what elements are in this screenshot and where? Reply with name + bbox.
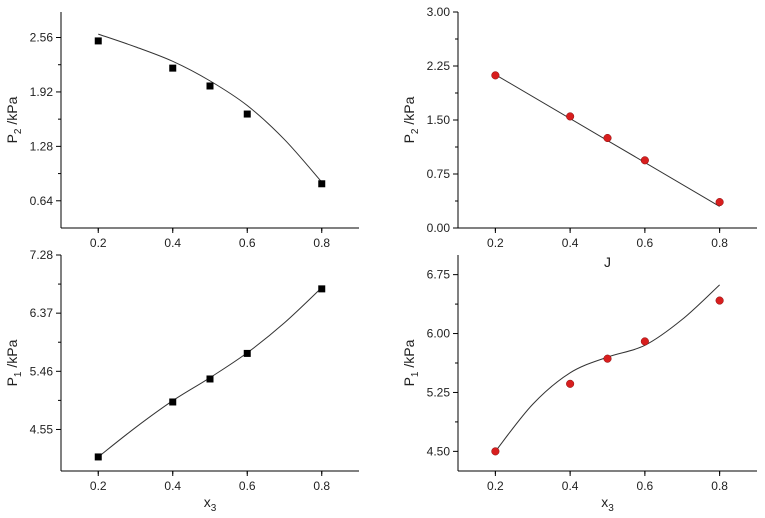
- x-tick-label: 0.2: [487, 479, 504, 493]
- data-point: [715, 198, 724, 207]
- x-tick-label: 0.2: [487, 236, 504, 250]
- x-tick-label: 0.6: [637, 236, 654, 250]
- chart-panel-3: 0.2 0.4 0.6 0.8 4.55 5.46 6.37 7.28 P1 /kPa x3: [4, 248, 359, 514]
- y-tick-label: 7.28: [30, 248, 54, 262]
- y-tick-label: 3.00: [427, 5, 451, 19]
- fit-curve: [98, 33, 323, 183]
- y-label-sub: 2: [13, 128, 24, 134]
- data-point: [169, 64, 177, 72]
- fit-curve: [494, 284, 720, 452]
- y-label-unit: /kPa: [4, 339, 20, 371]
- data-point: [243, 349, 251, 357]
- x-tick-label: 0.8: [711, 236, 728, 250]
- data-point: [640, 156, 649, 165]
- y-tick-label: 0.00: [427, 221, 451, 235]
- x-axis-label: J: [604, 254, 611, 270]
- x-axis-label: x3: [204, 494, 217, 514]
- x-label-main: x: [204, 494, 211, 510]
- y-label-main: P: [4, 134, 20, 143]
- data-point: [640, 337, 649, 346]
- x-tick-label: 0.6: [637, 479, 654, 493]
- y-tick-label: 6.75: [427, 268, 451, 282]
- x-tick-label: 0.4: [164, 479, 181, 493]
- y-tick-label: 4.50: [427, 444, 451, 458]
- y-tick-label: 2.56: [30, 31, 54, 45]
- x-axis-label: x3: [601, 494, 614, 514]
- y-label-unit: /kPa: [401, 339, 417, 371]
- y-tick-label: 5.46: [30, 364, 54, 378]
- y-tick-label: 6.00: [427, 327, 451, 341]
- y-axis-label: P2 /kPa: [401, 96, 421, 143]
- y-label-main: P: [4, 377, 20, 386]
- x-tick-label: 0.4: [562, 236, 579, 250]
- y-label-sub: 2: [410, 128, 421, 134]
- data-point: [566, 379, 575, 388]
- y-label-unit: /kPa: [401, 96, 417, 128]
- data-point: [206, 375, 214, 383]
- y-tick-label: 1.92: [30, 85, 54, 99]
- y-label-unit: /kPa: [4, 96, 20, 128]
- y-tick-label: 0.64: [30, 194, 54, 208]
- y-axis-label: P2 /kPa: [4, 96, 24, 143]
- data-point: [491, 447, 500, 456]
- data-point: [715, 296, 724, 305]
- x-tick-label: 0.4: [562, 479, 579, 493]
- chart-panel-2: 0.2 0.4 0.6 0.8 0.00 0.75 1.50 2.25 3.00 P2 /kPa J: [401, 5, 757, 270]
- data-point: [94, 37, 102, 45]
- data-point: [206, 82, 214, 90]
- x-tick-label: 0.2: [90, 236, 107, 250]
- x-tick-label: 0.2: [90, 479, 107, 493]
- y-tick-label: 0.75: [427, 167, 451, 181]
- y-tick-label: 5.25: [427, 385, 451, 399]
- data-point: [603, 133, 612, 143]
- y-label-sub: 1: [13, 371, 24, 377]
- x-label-sub: 3: [608, 503, 614, 514]
- data-point: [243, 110, 251, 118]
- x-tick-label: 0.8: [711, 479, 728, 493]
- chart-panel-1: 0.2 0.4 0.6 0.8 0.64 1.28 1.92 2.56 P2 /kPa: [4, 12, 359, 250]
- y-axis-label: P1 /kPa: [401, 339, 421, 386]
- y-tick-label: 1.28: [30, 139, 54, 153]
- y-label-main: P: [401, 134, 417, 143]
- data-point: [169, 398, 177, 406]
- data-point: [318, 180, 326, 188]
- data-point: [94, 453, 102, 461]
- y-axis-label: P1 /kPa: [4, 339, 24, 386]
- x-label-main: x: [601, 494, 608, 510]
- data-point: [603, 354, 612, 363]
- data-point: [566, 112, 575, 121]
- data-point: [491, 71, 500, 80]
- x-tick-label: 0.6: [239, 479, 256, 493]
- y-tick-label: 6.37: [30, 306, 54, 320]
- data-point: [318, 285, 326, 293]
- y-tick-label: 4.55: [30, 422, 54, 436]
- y-label-sub: 1: [410, 371, 421, 377]
- x-tick-label: 0.4: [164, 236, 181, 250]
- x-label-sub: 3: [211, 503, 217, 514]
- fit-curve: [97, 287, 323, 458]
- x-tick-label: 0.8: [313, 236, 330, 250]
- y-label-main: P: [401, 377, 417, 386]
- x-tick-label: 0.8: [313, 479, 330, 493]
- chart-panel-4: 0.2 0.4 0.6 0.8 4.50 5.25 6.00 6.75 P1 /kPa x3: [401, 255, 757, 514]
- y-tick-label: 2.25: [427, 59, 451, 73]
- x-tick-label: 0.6: [239, 236, 256, 250]
- y-tick-label: 1.50: [427, 113, 451, 127]
